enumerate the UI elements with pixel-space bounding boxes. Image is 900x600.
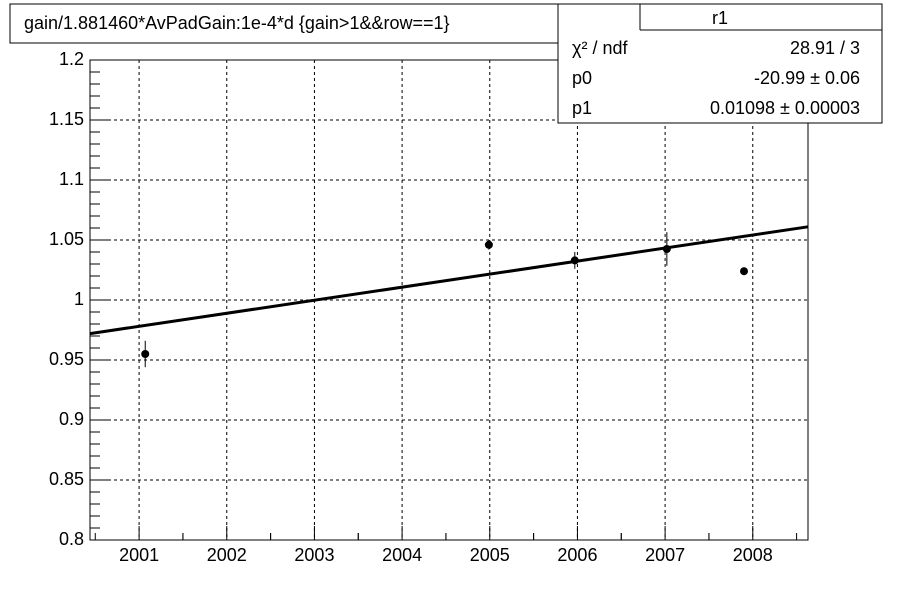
y-tick-label: 1 xyxy=(74,289,84,309)
x-tick-label: 2003 xyxy=(294,545,334,565)
y-tick-label: 0.9 xyxy=(59,409,84,429)
stats-value: 0.01098 ± 0.00003 xyxy=(710,98,860,118)
x-tick-label: 2007 xyxy=(645,545,685,565)
x-tick-label: 2001 xyxy=(119,545,159,565)
x-tick-label: 2004 xyxy=(382,545,422,565)
data-point xyxy=(740,267,749,276)
x-tick-label: 2002 xyxy=(207,545,247,565)
stats-box xyxy=(557,3,883,124)
y-tick-label: 0.95 xyxy=(49,349,84,369)
stats-label: χ² / ndf xyxy=(572,38,628,58)
y-tick-label: 0.85 xyxy=(49,469,84,489)
stats-label: p1 xyxy=(572,98,592,118)
data-point xyxy=(484,240,493,249)
plot-layer: 0.8 0.85 0.9 0.95 1 1.05 1.1 1.15 1.2 2001 2002 200… xyxy=(49,49,809,565)
y-tick-label: 1.15 xyxy=(49,109,84,129)
stats-title: r1 xyxy=(712,8,728,28)
stats-label: p0 xyxy=(572,68,592,88)
stats-value: -20.99 ± 0.06 xyxy=(754,68,860,88)
stats-value: 28.91 / 3 xyxy=(790,38,860,58)
chart-title: gain/1.881460*AvPadGain:1e-4*d {gain>1&&… xyxy=(24,13,450,33)
x-tick-label: 2008 xyxy=(733,545,773,565)
stats-rows: χ² / ndf 28.91 / 3 p0 -20.99 ± 0.06 p1 0.0109… xyxy=(572,38,860,118)
x-tick-label: 2005 xyxy=(470,545,510,565)
y-tick-label: 1.05 xyxy=(49,229,84,249)
x-tick-label: 2006 xyxy=(557,545,597,565)
y-tick-label: 1.1 xyxy=(59,169,84,189)
y-tick-label: 0.8 xyxy=(59,529,84,549)
data-point xyxy=(141,350,150,358)
fit-line xyxy=(89,225,809,336)
y-tick-label: 1.2 xyxy=(59,49,84,69)
